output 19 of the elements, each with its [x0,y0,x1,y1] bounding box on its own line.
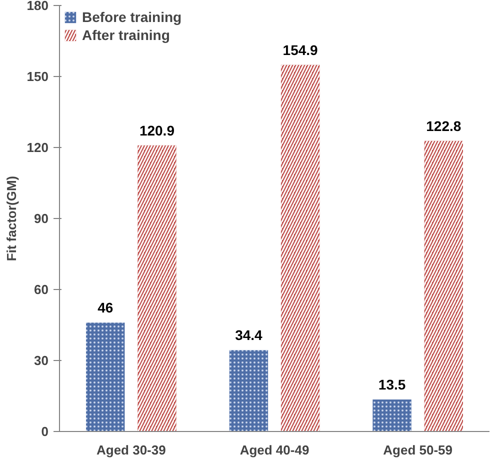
y-tick-label: 180 [26,0,49,13]
x-tick-label: Aged 50-59 [383,442,453,458]
data-label: 120.9 [139,122,175,138]
x-tick-label: Aged 40-49 [240,442,310,458]
data-label: 46 [98,300,114,316]
y-tick-label: 60 [34,282,49,297]
y-axis-title: Fit factor(GM) [4,176,19,262]
legend-label: After training [82,27,170,43]
legend-label: Before training [82,9,182,25]
data-label: 154.9 [282,42,318,58]
data-label: 13.5 [378,376,406,393]
y-tick-label: 0 [41,424,49,439]
y-tick-label: 150 [26,69,49,84]
y-tick-label: 120 [26,140,49,155]
data-label: 34.4 [235,327,263,344]
y-tick-label: 30 [34,353,49,368]
y-tick-label: 90 [34,211,49,226]
x-tick-label: Aged 30-39 [96,442,166,458]
data-label: 122.8 [426,118,462,134]
